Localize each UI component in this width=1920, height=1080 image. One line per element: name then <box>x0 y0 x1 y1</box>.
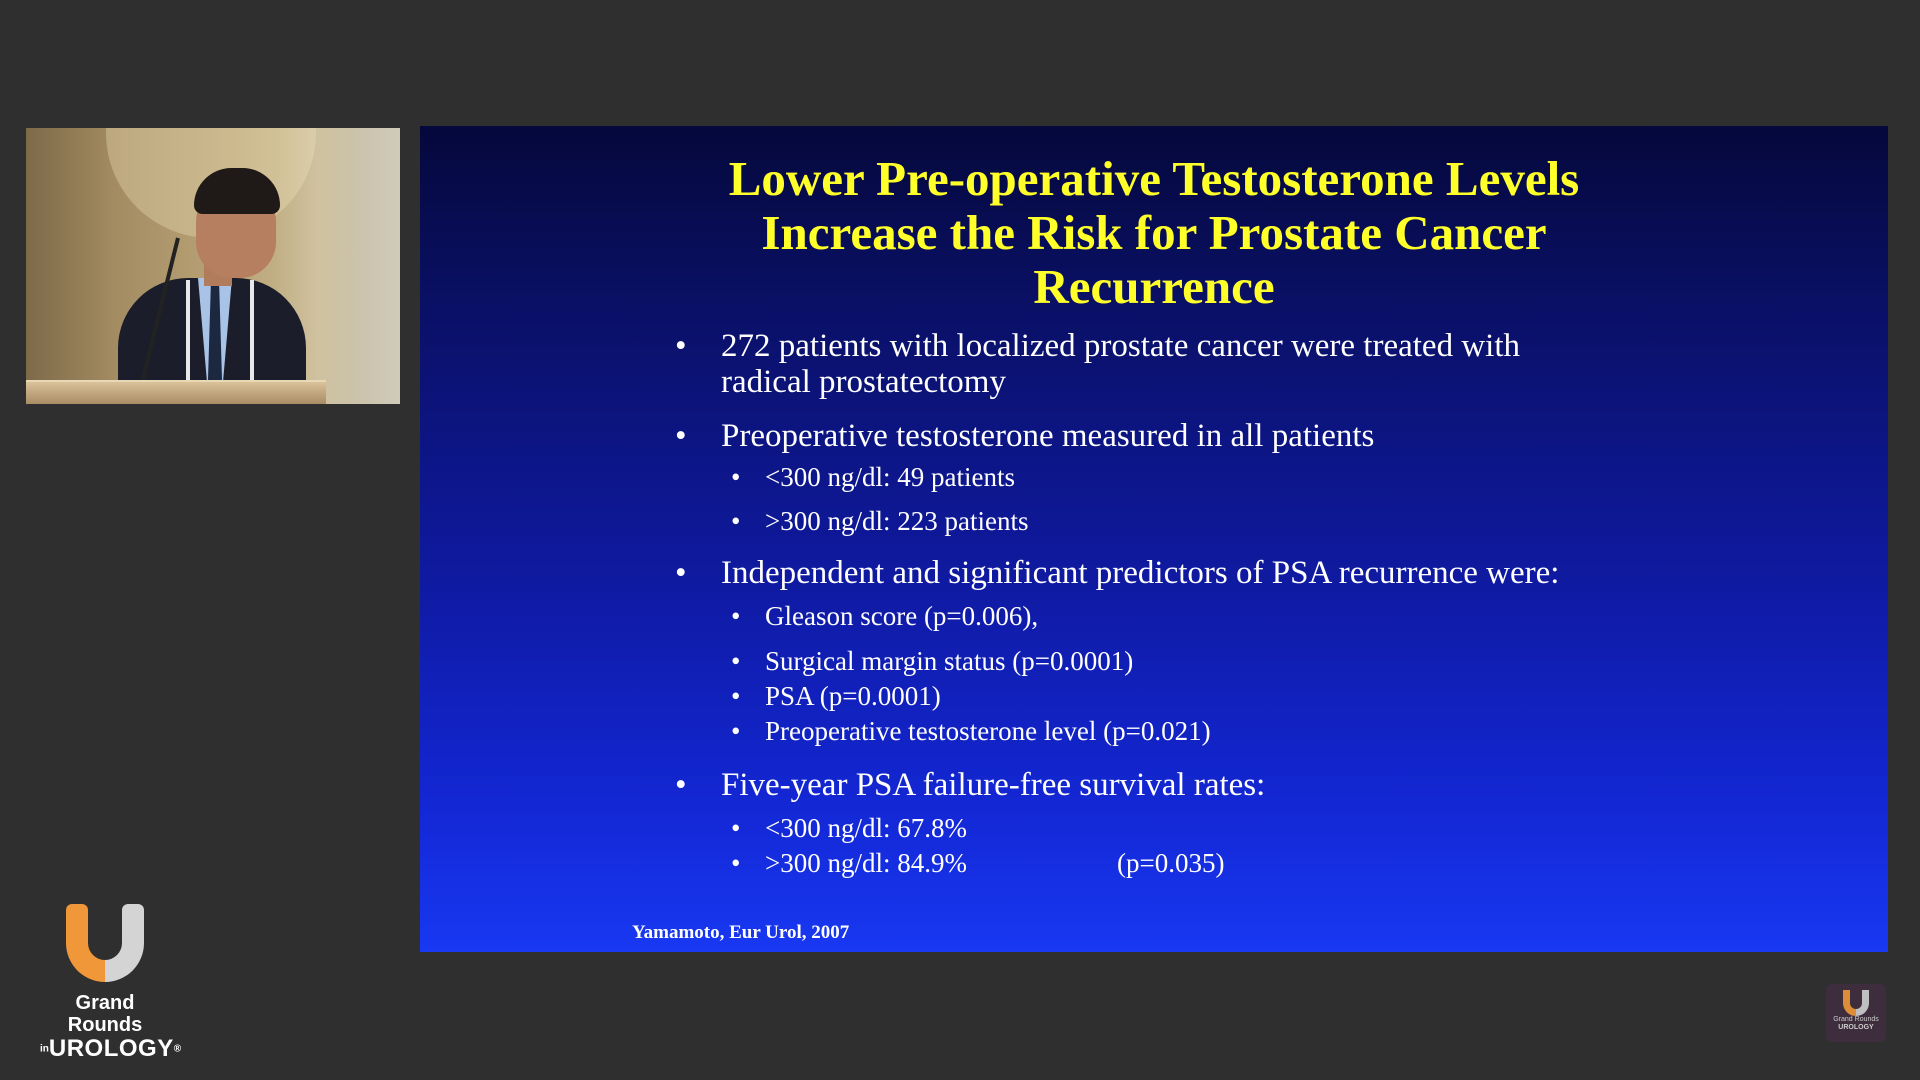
u-logo-small-icon <box>1843 990 1869 1016</box>
sub-bullet: Preoperative testosterone level (p=0.021… <box>731 716 1855 747</box>
bullet-testosterone-measured: Preoperative testosterone measured in al… <box>675 418 1855 454</box>
speaker-hair <box>194 168 280 214</box>
sub-bullet: PSA (p=0.0001) <box>731 681 1855 712</box>
sub-bullet: Gleason score (p=0.006), <box>731 601 1855 632</box>
bullet-predictors: Independent and significant predictors o… <box>675 555 1855 591</box>
slide-title: Lower Pre-operative Testosterone Levels … <box>420 152 1888 314</box>
logo-text-line2: inUROLOGY® <box>40 1036 181 1063</box>
logo-text-urology: UROLOGY <box>48 1035 174 1062</box>
sub-bullet: <300 ng/dl: 67.8% <box>731 813 1855 844</box>
sub-bullet-text: >300 ng/dl: 84.9% <box>765 848 967 878</box>
sub-bullet: <300 ng/dl: 49 patients <box>731 462 1855 493</box>
speaker-lanyard <box>186 280 254 390</box>
watermark-logo: Grand Rounds UROLOGY <box>1826 984 1886 1042</box>
sub-bullet: >300 ng/dl: 223 patients <box>731 506 1855 537</box>
slide-citation: Yamamoto, Eur Urol, 2007 <box>632 922 850 943</box>
sub-bullet-with-pvalue: >300 ng/dl: 84.9% (p=0.035) <box>731 848 1855 879</box>
logo-registered-mark: ® <box>173 1043 182 1055</box>
logo-text-in: in <box>40 1043 49 1055</box>
p-value: (p=0.035) <box>1117 848 1225 878</box>
bullet-text: 272 patients with localized prostate can… <box>721 328 1520 364</box>
slide-title-line: Lower Pre-operative Testosterone Levels <box>728 151 1580 206</box>
watermark-text-line1: Grand Rounds <box>1833 1016 1879 1023</box>
sub-bullet: Surgical margin status (p=0.0001) <box>731 646 1855 677</box>
presentation-slide: Lower Pre-operative Testosterone Levels … <box>420 126 1888 952</box>
speaker-video <box>26 128 400 404</box>
speaker-tie <box>208 286 222 396</box>
u-logo-icon <box>66 904 144 982</box>
watermark-text-line2: UROLOGY <box>1838 1024 1874 1031</box>
slide-bullets: 272 patients with localized prostate can… <box>675 328 1855 879</box>
bullet-survival-rates: Five-year PSA failure-free survival rate… <box>675 767 1855 803</box>
podium <box>26 380 326 404</box>
bullet-text: radical prostatectomy <box>721 364 1006 400</box>
grand-rounds-urology-logo: Grand Rounds inUROLOGY® <box>40 904 181 1062</box>
bullet-patients: 272 patients with localized prostate can… <box>675 328 1855 400</box>
logo-text-line1: Grand Rounds <box>67 992 143 1036</box>
slide-title-line: Increase the Risk for Prostate Cancer <box>761 205 1547 260</box>
slide-title-line: Recurrence <box>1033 259 1275 314</box>
